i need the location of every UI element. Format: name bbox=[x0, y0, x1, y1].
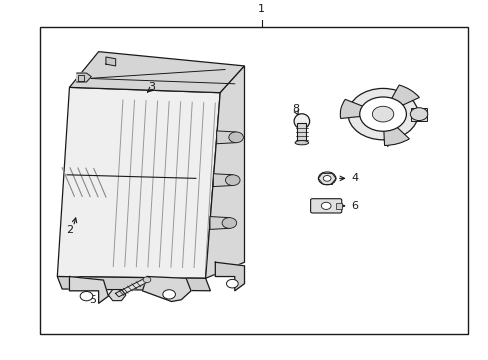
Circle shape bbox=[318, 172, 335, 185]
Polygon shape bbox=[115, 278, 148, 297]
Bar bbox=[410, 108, 426, 121]
Text: 5: 5 bbox=[89, 296, 96, 305]
Text: 1: 1 bbox=[258, 4, 264, 14]
Wedge shape bbox=[340, 99, 382, 118]
Circle shape bbox=[409, 108, 427, 121]
Wedge shape bbox=[382, 114, 408, 145]
Polygon shape bbox=[215, 262, 244, 291]
Text: 6: 6 bbox=[351, 201, 358, 211]
Circle shape bbox=[323, 176, 330, 181]
Polygon shape bbox=[209, 217, 229, 229]
Bar bbox=[335, 203, 341, 209]
Circle shape bbox=[80, 292, 93, 301]
Circle shape bbox=[226, 279, 238, 288]
Polygon shape bbox=[205, 66, 244, 278]
Ellipse shape bbox=[293, 114, 309, 129]
Text: 7: 7 bbox=[384, 139, 391, 149]
Polygon shape bbox=[69, 276, 108, 303]
Circle shape bbox=[347, 89, 417, 140]
Ellipse shape bbox=[294, 140, 308, 145]
Circle shape bbox=[228, 132, 243, 143]
Bar bbox=[40, 27, 467, 334]
Polygon shape bbox=[106, 57, 116, 66]
Text: 2: 2 bbox=[66, 225, 73, 235]
Circle shape bbox=[222, 218, 236, 228]
Circle shape bbox=[372, 106, 393, 122]
Circle shape bbox=[163, 290, 175, 299]
Polygon shape bbox=[57, 276, 210, 291]
Circle shape bbox=[359, 97, 406, 131]
Text: 8: 8 bbox=[291, 104, 299, 114]
Circle shape bbox=[321, 202, 330, 210]
Bar bbox=[297, 123, 305, 143]
Polygon shape bbox=[77, 73, 91, 82]
FancyBboxPatch shape bbox=[310, 199, 341, 213]
Text: 4: 4 bbox=[351, 174, 358, 183]
Polygon shape bbox=[142, 276, 191, 302]
Polygon shape bbox=[69, 51, 244, 93]
Circle shape bbox=[225, 175, 240, 185]
Polygon shape bbox=[213, 174, 232, 186]
Polygon shape bbox=[216, 131, 236, 144]
Polygon shape bbox=[57, 87, 220, 278]
Circle shape bbox=[143, 277, 151, 283]
Text: 3: 3 bbox=[148, 82, 155, 93]
Wedge shape bbox=[382, 85, 419, 114]
